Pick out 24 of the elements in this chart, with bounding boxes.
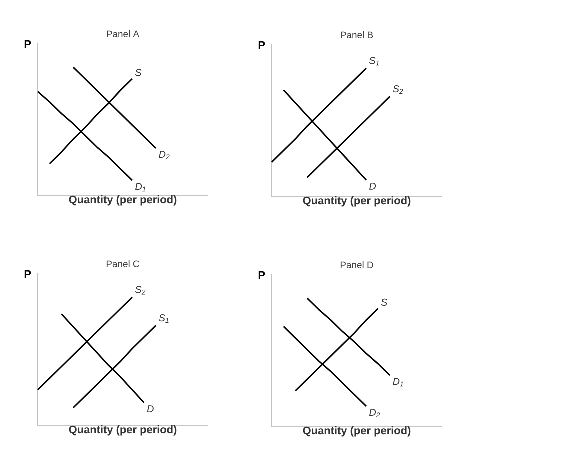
series-label: D$_{2}$ [370,409,380,418]
y-axis-title: P [258,42,266,50]
x-axis-title: Quantity (per period) [69,426,177,436]
series-label: S [381,298,388,306]
series-label: S$_{1}$ [369,57,380,66]
x-axis-title: Quantity (per period) [303,426,411,437]
y-axis-title: P [24,40,32,48]
series-label: D [147,406,154,412]
chart-title: Panel D [340,262,374,268]
series-label: D$_{1}$ [136,183,146,192]
series-label: S$_{1}$ [159,314,169,323]
series-label: S$_{2}$ [135,286,146,295]
series-label: D$_{1}$ [393,378,404,387]
x-axis-title: Quantity (per period) [69,196,177,206]
series-label: S$_{2}$ [393,86,404,94]
series-label: D [370,183,376,190]
series-label: S [135,69,142,76]
y-axis-title: P [24,270,32,278]
x-axis-title: Quantity (per period) [303,196,411,207]
chart-title: Panel C [106,260,140,268]
chart-title: Panel A [107,30,140,38]
series-label: D$_{2}$ [159,151,170,160]
chart-title: Panel B [341,32,374,38]
y-axis-title: P [258,272,266,280]
